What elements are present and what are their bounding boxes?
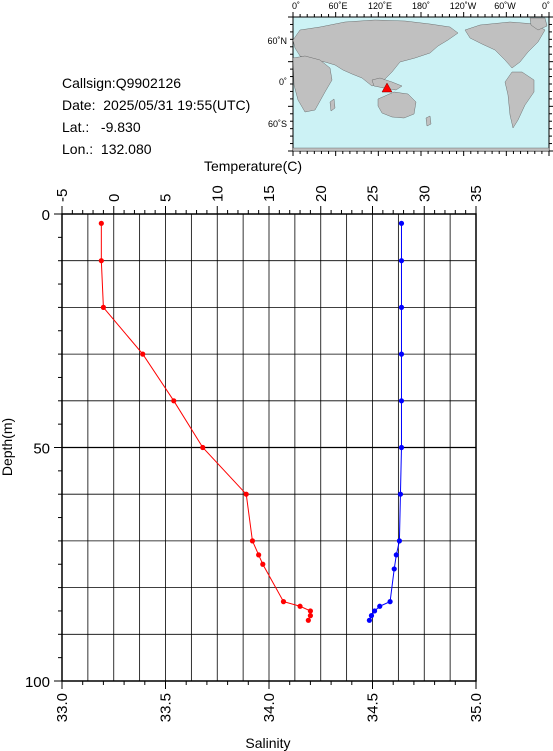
float-location-marker (381, 82, 393, 93)
map-lon-label: 60˚W (494, 1, 516, 11)
salinity-data-point (260, 561, 266, 567)
salinity-tick-label: 34.5 (365, 693, 382, 722)
temperature-axis-title: Temperature(C) (204, 158, 302, 174)
map-lon-label: 60˚E (328, 1, 347, 11)
salinity-data-point (307, 613, 313, 619)
salinity-tick-label: 34.0 (261, 693, 278, 722)
map-lat-label: 60˚S (268, 119, 287, 129)
temperature-tick-label: 5 (158, 194, 175, 202)
temperature-tick-label: 10 (209, 185, 226, 202)
temperature-data-point (393, 552, 399, 558)
temperature-data-point (398, 351, 405, 357)
temperature-tick-label: 20 (313, 185, 330, 202)
depth-axis-title: Depth(m) (0, 418, 15, 476)
temperature-data-point (396, 538, 403, 544)
salinity-tick-labels: 33.0 33.5 34.0 34.5 35.0 (54, 693, 485, 722)
salinity-data-point (98, 258, 104, 264)
salinity-data-point (297, 603, 303, 609)
temperature-profile-line (368, 223, 402, 621)
salinity-data-point (140, 351, 146, 357)
map-land (292, 17, 550, 152)
temperature-data-point (398, 398, 405, 404)
map-lon-label: 120˚E (368, 1, 392, 11)
salinity-data-point (280, 599, 287, 605)
chart-ticks (54, 206, 477, 689)
depth-tick-label: 100 (25, 674, 50, 691)
callsign-text: Callsign:Q9902126 (62, 75, 182, 91)
temperature-data-point (366, 617, 372, 623)
salinity-axis-title: Salinity (245, 735, 290, 751)
temperature-data-point (387, 599, 393, 605)
temperature-data-point (398, 304, 405, 310)
temperature-tick-label: -5 (54, 189, 71, 202)
temperature-tick-label: 30 (416, 185, 433, 202)
depth-tick-label: 50 (33, 441, 50, 458)
date-text: Date: 2025/05/31 19:55(UTC) (62, 97, 251, 113)
chart-series (98, 220, 405, 623)
map-lat-label: 60˚N (267, 36, 287, 46)
temperature-tick-label: 15 (261, 185, 278, 202)
latitude-text: Lat.: -9.830 (62, 119, 141, 135)
depth-tick-labels: 0 50 100 (25, 207, 50, 691)
map-lon-label: 180˚ (412, 1, 430, 11)
salinity-data-point (171, 398, 177, 404)
map-lon-label: 120˚W (450, 1, 477, 11)
temperature-data-point (391, 566, 397, 572)
temperature-data-point (377, 603, 383, 609)
map-ticks (288, 12, 553, 156)
depth-tick-label: 0 (42, 207, 50, 224)
temperature-data-point (398, 220, 405, 226)
salinity-profile-line (100, 223, 311, 621)
salinity-tick-label: 33.5 (158, 693, 175, 722)
longitude-text: Lon.: 132.080 (62, 141, 152, 157)
temperature-data-point (398, 444, 405, 451)
salinity-data-point (249, 538, 256, 544)
chart-grid (62, 214, 476, 681)
temperature-tick-label: 25 (365, 185, 382, 202)
salinity-tick-label: 33.0 (54, 693, 71, 722)
salinity-tick-label: 35.0 (468, 693, 485, 722)
map-top-labels: 0˚ 60˚E 120˚E 180˚ 120˚W 60˚W 0˚ (292, 1, 550, 11)
salinity-data-point (98, 220, 104, 226)
temperature-tick-labels: -5 0 5 10 15 20 25 30 35 (54, 185, 485, 202)
salinity-data-point (200, 444, 206, 451)
salinity-data-point (100, 304, 106, 310)
salinity-data-point (305, 617, 311, 623)
map-lon-label: 0˚ (292, 1, 300, 11)
map-lat-label: 0˚ (279, 77, 287, 87)
temperature-data-point (371, 608, 378, 614)
map-lon-label: 0˚ (542, 1, 550, 11)
temperature-tick-label: 0 (106, 194, 123, 202)
temperature-data-point (368, 613, 375, 619)
salinity-data-point (256, 552, 262, 558)
temperature-tick-label: 35 (468, 185, 485, 202)
temperature-data-point (398, 258, 405, 264)
float-info: Callsign:Q9902126 Date: 2025/05/31 19:55… (62, 72, 250, 160)
salinity-data-point (307, 608, 313, 614)
salinity-data-point (243, 491, 249, 497)
temperature-data-point (397, 491, 404, 497)
map-lat-labels: 60˚N 0˚ 60˚S (267, 36, 287, 129)
